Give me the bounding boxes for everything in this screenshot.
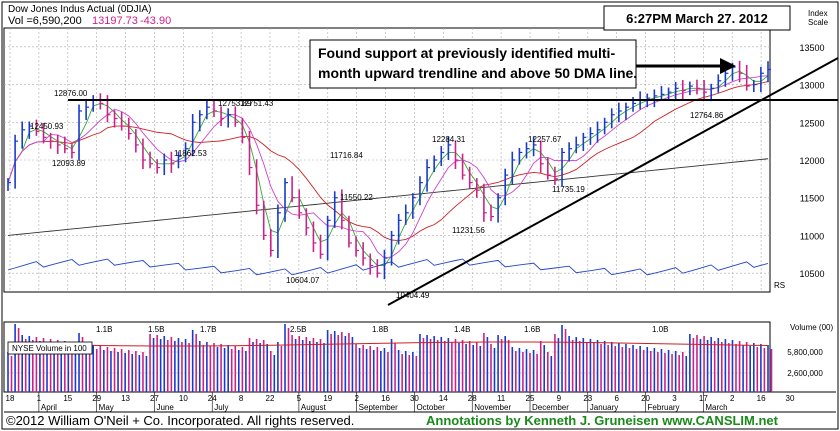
volume-axis-label: Volume (00)	[790, 323, 833, 332]
y-tick-label: 13000	[799, 81, 824, 91]
month-label: June	[156, 403, 174, 412]
volume-peak-label: 1.6B	[524, 325, 540, 334]
volume-grid: 5,800,000 2,600,000	[4, 348, 823, 378]
month-label: April	[41, 403, 57, 412]
month-label: October	[416, 403, 445, 412]
x-tick-label: 22	[266, 394, 275, 403]
x-tick-label: 11	[497, 394, 506, 403]
annotation-arrowhead	[720, 58, 736, 74]
price-label: 12876.00	[54, 89, 88, 98]
x-tick-label: 16	[381, 394, 390, 403]
month-label: July	[214, 403, 228, 412]
copyright: ©2012 William O'Neil + Co. Incorporated.…	[6, 413, 354, 428]
y-tick-label: 12500	[799, 118, 824, 128]
price-label: 11231.56	[452, 226, 485, 235]
volume-average-line	[7, 341, 769, 347]
volume-peak-label: 1.4B	[454, 325, 470, 334]
price-label: 11716.84	[330, 151, 363, 160]
x-tick-label: 30	[786, 394, 795, 403]
volume-peak-label: 2.5B	[290, 325, 306, 334]
price-bars	[7, 60, 771, 280]
credit: Annotations by Kenneth J. Gruneisen www.…	[426, 413, 779, 428]
price-label: 11862.53	[174, 149, 207, 158]
y-tick-label: 11000	[800, 231, 824, 241]
ma-50-line	[7, 81, 769, 241]
volume-bars	[7, 324, 773, 392]
annotation-line-1: Found support at previously identified m…	[318, 45, 615, 61]
month-label: May	[99, 403, 114, 412]
x-tick-label: 16	[757, 394, 766, 403]
index-scale-label-1: Index	[808, 9, 828, 18]
volume-tick-label: 5,800,000	[787, 348, 823, 357]
price-label: 11735.19	[552, 185, 585, 194]
volume-peak-label: 1.0B	[652, 325, 668, 334]
price-label: 10404.49	[396, 291, 430, 300]
index-scale-label-2: Scale	[808, 18, 829, 27]
x-tick-label: 6	[614, 394, 619, 403]
volume-legend-box	[7, 341, 93, 355]
ma-21-line	[7, 75, 769, 259]
y-tick-label: 13500	[799, 43, 824, 53]
price-label: 12450.93	[30, 122, 64, 131]
price-label: 10604.07	[286, 276, 320, 285]
timestamp-box	[603, 5, 791, 31]
annotation-box	[309, 39, 637, 89]
price-label: 11550.22	[340, 193, 373, 202]
month-label: February	[648, 403, 680, 412]
x-tick-label: 13	[121, 394, 130, 403]
volume-peak-label: 1.8B	[372, 325, 388, 334]
volume-tick-label: 2,600,000	[787, 369, 823, 378]
price-labels: 12876.00 12450.93 12093.89 11862.53 12753.89…	[30, 89, 724, 300]
price-label: 12751.43	[240, 99, 274, 108]
month-label: November	[474, 403, 511, 412]
x-tick-label: 14	[439, 394, 448, 403]
month-label: March	[705, 403, 727, 412]
volume-peak-labels: 1.1B 1.5B 1.7B 2.5B 1.8B 1.4B 1.6B 1.0B	[96, 325, 668, 334]
price-label: 12764.86	[690, 111, 724, 120]
price-label: 12257.67	[528, 135, 562, 144]
x-tick-label: 2	[730, 394, 735, 403]
volume-peak-label: 1.7B	[200, 325, 216, 334]
timestamp: 6:27PM March 27. 2012	[626, 11, 768, 26]
price-label: 12093.89	[52, 159, 86, 168]
x-tick-label: 3	[672, 394, 677, 403]
chart-title: Dow Jones Indus Actual (0DJIA)	[8, 4, 151, 15]
x-tick-label: 19	[323, 394, 332, 403]
month-label: December	[532, 403, 569, 412]
ma-200-line	[7, 158, 769, 236]
x-tick-label: 18	[6, 394, 15, 403]
annotation-line-2: month upward trendline and above 50 DMA …	[318, 65, 637, 81]
volume-peak-label: 1.1B	[96, 325, 112, 334]
y-axis: 13500 13000 12500 12000 11500 11000 10500	[799, 43, 824, 279]
rs-label: RS	[774, 281, 785, 290]
x-tick-label: 9	[557, 394, 562, 403]
y-tick-label: 10500	[799, 269, 824, 279]
x-tick-label: 8	[239, 394, 244, 403]
last-price: 13197.73	[92, 15, 138, 27]
volume-readout: Vol =6,590,200	[8, 15, 82, 27]
volume-peak-label: 1.5B	[148, 325, 164, 334]
x-axis: 1811529132710248225192163014281125923620…	[4, 391, 836, 413]
y-tick-label: 12000	[799, 156, 824, 166]
x-tick-label: 10	[179, 394, 188, 403]
price-change: -43.90	[140, 15, 171, 27]
rs-line	[7, 258, 769, 276]
month-label: August	[301, 403, 327, 412]
price-label: 12284.31	[432, 135, 466, 144]
month-label: September	[359, 403, 398, 412]
price-label: 12753.89	[218, 99, 252, 108]
ma-10-line	[7, 70, 769, 267]
month-label: January	[590, 403, 618, 412]
x-tick-label: 15	[63, 394, 72, 403]
trendline	[387, 57, 839, 306]
volume-legend: NYSE Volume in 100	[12, 344, 87, 353]
y-tick-label: 11500	[800, 194, 824, 204]
